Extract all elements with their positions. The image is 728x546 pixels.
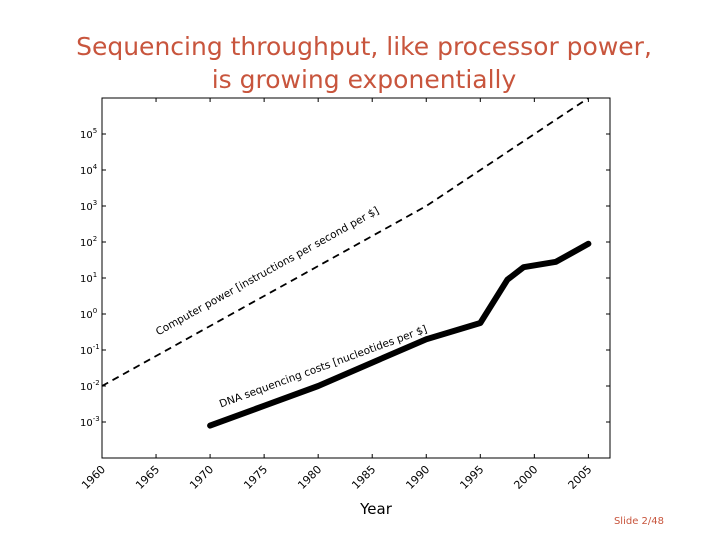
series-line-dna-sequencing (207, 240, 592, 429)
y-tick-label: 100 (80, 307, 97, 321)
y-tick-label: 10-2 (80, 379, 100, 393)
x-tick-label: 2000 (511, 463, 540, 492)
slide-title: Sequencing throughput, like processor po… (0, 30, 728, 96)
slide-number: Slide 2/48 (613, 516, 664, 527)
series-label-computer-power: Computer power [instructions per second … (154, 205, 381, 338)
y-tick-label: 10-1 (80, 343, 100, 357)
plot-frame (101, 97, 611, 459)
y-tick-label: 102 (80, 235, 97, 249)
x-tick-label: 1965 (133, 463, 162, 492)
x-tick-label: 1995 (457, 463, 486, 492)
series-line-computer-power (102, 98, 589, 387)
x-tick-label: 1970 (187, 463, 216, 492)
y-tick-label: 10-3 (80, 415, 100, 429)
axes: 10-3 10-2 10-1 100 101 102 103 104 105 1960 1965 19… (79, 98, 610, 518)
x-tick-label: 1980 (295, 463, 324, 492)
x-axis-label: Year (359, 500, 393, 518)
x-tick-label: 1960 (79, 463, 108, 492)
x-tick-label: 1975 (241, 463, 270, 492)
y-tick-label: 103 (80, 199, 97, 213)
x-tick-label: 2005 (566, 463, 595, 492)
x-tick-label: 1985 (349, 463, 378, 492)
x-tick-label: 1990 (403, 463, 432, 492)
slide-title-line-2: is growing exponentially (211, 65, 517, 94)
y-tick-label: 101 (80, 271, 97, 285)
series-label-dna-sequencing: DNA sequencing costs [nucleotides per $] (218, 323, 429, 410)
slide-title-line-1: Sequencing throughput, like processor po… (76, 32, 652, 61)
y-tick-label: 105 (80, 127, 97, 141)
plot-area (102, 98, 592, 429)
y-tick-label: 104 (80, 163, 98, 177)
